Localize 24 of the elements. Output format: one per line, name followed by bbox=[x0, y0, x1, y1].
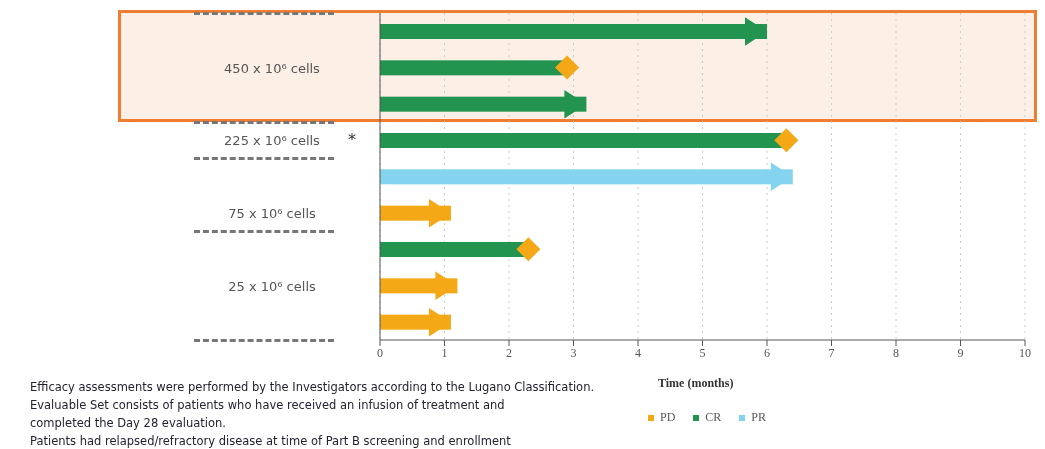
x-tick-label: 1 bbox=[441, 345, 448, 360]
x-tick-label: 4 bbox=[635, 345, 641, 360]
x-axis-title: Time (months) bbox=[658, 376, 734, 391]
text: * bbox=[348, 130, 356, 150]
legend-label: PD bbox=[660, 410, 676, 425]
y-tick-label: 450 x 10⁶ cells bbox=[224, 60, 321, 76]
x-tick-label: 6 bbox=[764, 345, 770, 360]
text: Patients had relapsed/refractory disease at time of Part B screening and enrollment bbox=[30, 433, 512, 449]
text: Efficacy assessments were performed by the Investigators according to the Lugano Classification. bbox=[30, 379, 595, 396]
x-tick-label: 9 bbox=[957, 345, 964, 360]
x-tick-label: 2 bbox=[506, 345, 512, 360]
y-tick-label: 75 x 10⁶ cells bbox=[228, 205, 316, 221]
text: Evaluable Set consists of patients who have received an infusion of treatment and bbox=[30, 397, 506, 414]
legend-label: PR bbox=[751, 410, 767, 425]
text: completed the Day 28 evaluation. bbox=[30, 415, 227, 432]
x-tick-label: 5 bbox=[699, 345, 706, 360]
x-tick-label: 3 bbox=[570, 345, 577, 360]
legend-label: CR bbox=[705, 410, 722, 425]
x-tick-label: 7 bbox=[828, 345, 835, 360]
x-tick-label: 8 bbox=[893, 345, 899, 360]
y-tick-label: 225 x 10⁶ cells bbox=[224, 133, 321, 149]
x-tick-label: 0 bbox=[377, 345, 383, 360]
y-tick-label: 25 x 10⁶ cells bbox=[228, 278, 316, 294]
x-tick-label: 10 bbox=[1019, 345, 1031, 360]
